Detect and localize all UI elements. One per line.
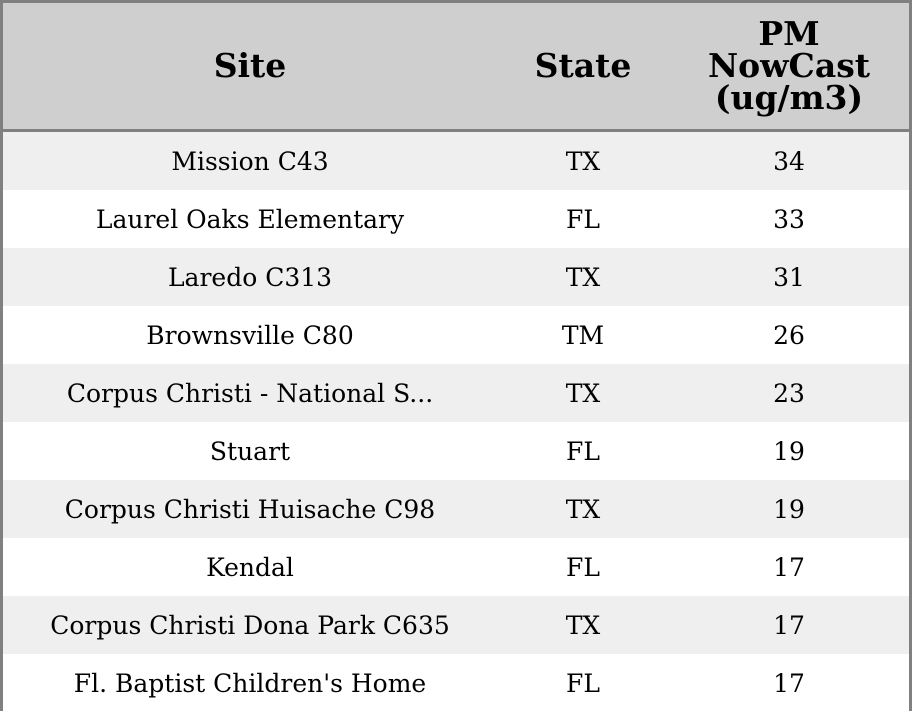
table-row: Brownsville C80 TM 26 bbox=[3, 306, 909, 364]
table-row: Mission C43 TX 34 bbox=[3, 132, 909, 190]
cell-site: Stuart bbox=[209, 436, 291, 466]
cell-state: TM bbox=[561, 320, 605, 350]
table-body: Mission C43 TX 34 Laurel Oaks Elementary FL 3… bbox=[3, 132, 909, 712]
cell-site: Corpus Christi - National S... bbox=[66, 378, 434, 408]
table-header: Site State PM NowCast (ug/m3) bbox=[3, 3, 909, 132]
table-row: Corpus Christi Dona Park C635 TX 17 bbox=[3, 596, 909, 654]
cell-state: TX bbox=[565, 262, 601, 292]
cell-pm-nowcast: 19 bbox=[773, 436, 805, 466]
header-site: Site bbox=[213, 46, 287, 85]
cell-site: Fl. Baptist Children's Home bbox=[73, 668, 427, 698]
cell-site: Brownsville C80 bbox=[146, 320, 354, 350]
header-state: State bbox=[534, 46, 632, 85]
cell-pm-nowcast: 19 bbox=[773, 494, 805, 524]
table-row: Stuart FL 19 bbox=[3, 422, 909, 480]
cell-pm-nowcast: 17 bbox=[773, 552, 805, 582]
table-row: Corpus Christi Huisache C98 TX 19 bbox=[3, 480, 909, 538]
cell-state: TX bbox=[565, 146, 601, 176]
table-row: Corpus Christi - National S... TX 23 bbox=[3, 364, 909, 422]
cell-state: TX bbox=[565, 378, 601, 408]
cell-state: FL bbox=[566, 552, 600, 582]
table-row: Kendal FL 17 bbox=[3, 538, 909, 596]
cell-pm-nowcast: 23 bbox=[773, 378, 805, 408]
header-pm-nowcast: PM NowCast (ug/m3) bbox=[707, 14, 871, 117]
cell-state: FL bbox=[566, 436, 600, 466]
table-row: Laurel Oaks Elementary FL 33 bbox=[3, 190, 909, 248]
cell-state: FL bbox=[566, 668, 600, 698]
cell-site: Mission C43 bbox=[171, 146, 329, 176]
table-row: Laredo C313 TX 31 bbox=[3, 248, 909, 306]
cell-state: TX bbox=[565, 610, 601, 640]
cell-state: FL bbox=[566, 204, 600, 234]
cell-site: Kendal bbox=[206, 552, 294, 582]
cell-pm-nowcast: 17 bbox=[773, 610, 805, 640]
cell-state: TX bbox=[565, 494, 601, 524]
cell-site: Corpus Christi Dona Park C635 bbox=[50, 610, 450, 640]
table-row: Fl. Baptist Children's Home FL 17 bbox=[3, 654, 909, 712]
cell-site: Laredo C313 bbox=[167, 262, 333, 292]
cell-pm-nowcast: 26 bbox=[773, 320, 805, 350]
cell-pm-nowcast: 34 bbox=[773, 146, 805, 176]
cell-pm-nowcast: 17 bbox=[773, 668, 805, 698]
cell-site: Laurel Oaks Elementary bbox=[95, 204, 405, 234]
cell-pm-nowcast: 33 bbox=[773, 204, 805, 234]
cell-site: Corpus Christi Huisache C98 bbox=[64, 494, 436, 524]
cell-pm-nowcast: 31 bbox=[773, 262, 805, 292]
